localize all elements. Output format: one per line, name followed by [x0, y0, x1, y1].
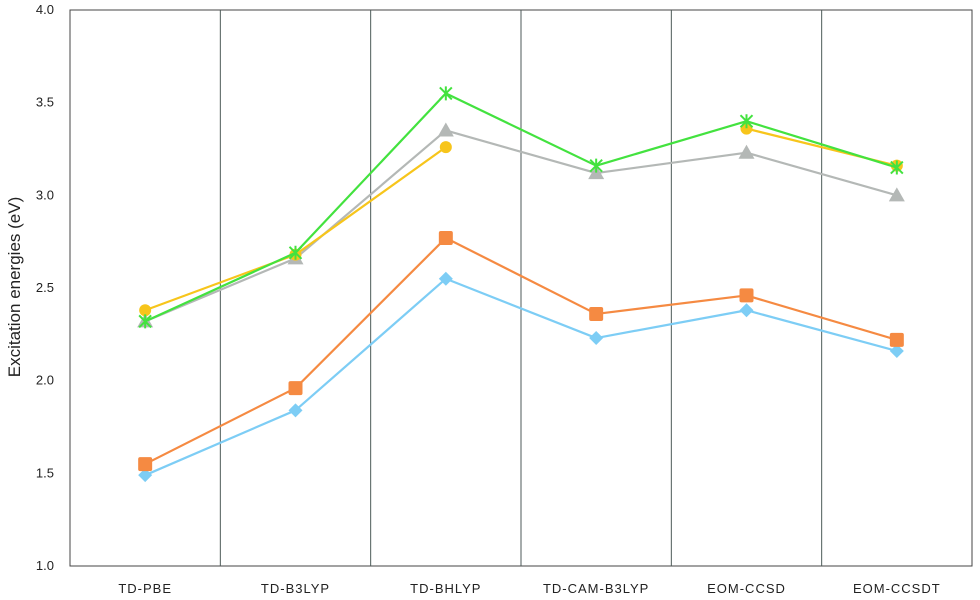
series-line: [144, 129, 898, 323]
data-point: [138, 468, 153, 483]
series-line: [144, 277, 898, 477]
data-point: [890, 160, 904, 175]
data-point: [889, 344, 904, 359]
y-tick-label: 1.5: [36, 465, 54, 480]
series-line: [144, 236, 898, 466]
series-layer: [137, 86, 905, 483]
series-x: [138, 86, 904, 329]
data-point: [888, 187, 905, 202]
x-tick-label: EOM-CCSDT: [853, 581, 941, 596]
x-tick-label: TD-B3LYP: [261, 581, 330, 596]
data-point: [438, 230, 453, 245]
y-tick-label: 3.0: [36, 187, 54, 202]
data-point: [439, 141, 452, 154]
y-tick-label: 2.0: [36, 373, 54, 388]
y-axis-ticks: 1.0 1.5 2.0 2.5 3.0 3.5 4.0: [36, 2, 54, 573]
y-tick-label: 2.5: [36, 280, 54, 295]
series-line: [144, 92, 898, 323]
data-point: [589, 158, 603, 173]
series-line: [144, 146, 447, 312]
data-point: [138, 457, 153, 472]
y-tick-label: 4.0: [36, 2, 54, 17]
x-tick-label: TD-PBE: [118, 581, 172, 596]
data-point: [739, 303, 754, 318]
data-point: [139, 304, 152, 317]
series-square: [138, 230, 904, 472]
data-point: [439, 86, 453, 101]
series-diamond: [138, 271, 904, 483]
y-tick-label: 1.0: [36, 558, 54, 573]
x-tick-label: TD-BHLYP: [410, 581, 481, 596]
plot-area: [69, 9, 973, 567]
data-point: [589, 306, 604, 321]
x-axis-ticks: TD-PBE TD-B3LYP TD-BHLYP TD-CAM-B3LYP EOM-CC…: [118, 581, 941, 596]
y-tick-label: 3.5: [36, 95, 54, 110]
data-point: [288, 245, 303, 260]
x-tick-label: EOM-CCSD: [707, 581, 786, 596]
data-point: [288, 403, 303, 418]
data-point: [739, 288, 754, 303]
y-axis-title: Excitation energies (eV): [5, 197, 24, 377]
data-point: [739, 114, 754, 129]
data-point: [437, 122, 454, 137]
x-tick-label: TD-CAM-B3LYP: [543, 581, 649, 596]
data-point: [589, 331, 604, 346]
data-point: [438, 271, 453, 286]
data-point: [738, 144, 755, 159]
data-point: [889, 332, 904, 347]
data-point: [288, 381, 303, 396]
data-point: [138, 314, 152, 329]
